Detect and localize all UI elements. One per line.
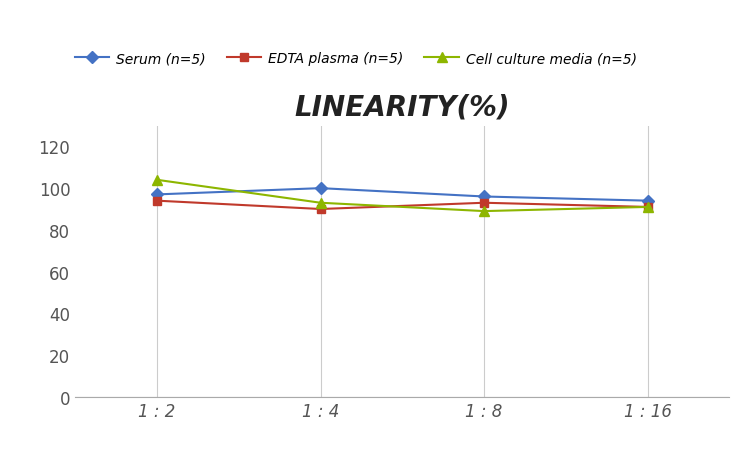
Cell culture media (n=5)	[153, 178, 162, 183]
Serum (n=5)	[643, 198, 652, 204]
Cell culture media (n=5)	[316, 201, 325, 206]
Serum (n=5)	[480, 194, 489, 200]
Line: Cell culture media (n=5): Cell culture media (n=5)	[152, 175, 653, 216]
Serum (n=5)	[153, 192, 162, 198]
Serum (n=5)	[316, 186, 325, 191]
Cell culture media (n=5)	[643, 205, 652, 210]
EDTA plasma (n=5)	[316, 207, 325, 212]
Line: EDTA plasma (n=5): EDTA plasma (n=5)	[153, 197, 652, 214]
Line: Serum (n=5): Serum (n=5)	[153, 184, 652, 205]
Legend: Serum (n=5), EDTA plasma (n=5), Cell culture media (n=5): Serum (n=5), EDTA plasma (n=5), Cell cul…	[69, 46, 643, 72]
Title: LINEARITY(%): LINEARITY(%)	[295, 93, 510, 121]
Cell culture media (n=5)	[480, 209, 489, 214]
EDTA plasma (n=5)	[153, 198, 162, 204]
EDTA plasma (n=5)	[480, 201, 489, 206]
EDTA plasma (n=5)	[643, 205, 652, 210]
